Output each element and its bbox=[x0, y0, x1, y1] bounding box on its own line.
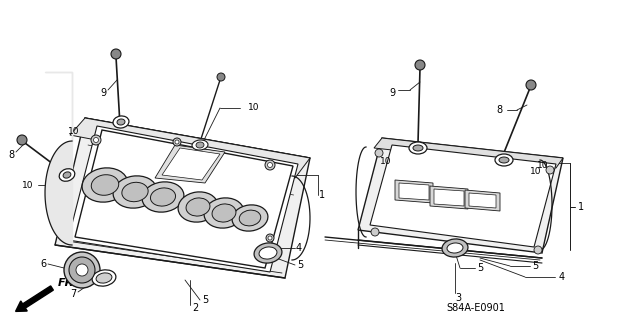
Ellipse shape bbox=[113, 116, 129, 128]
Ellipse shape bbox=[178, 192, 218, 222]
Polygon shape bbox=[469, 193, 496, 208]
Polygon shape bbox=[155, 145, 225, 183]
Text: 10: 10 bbox=[248, 103, 260, 113]
Ellipse shape bbox=[442, 239, 468, 257]
Circle shape bbox=[371, 228, 379, 236]
Circle shape bbox=[175, 140, 179, 144]
Text: 9: 9 bbox=[389, 88, 395, 98]
Text: 10: 10 bbox=[380, 158, 392, 167]
Circle shape bbox=[268, 162, 273, 167]
Text: 10: 10 bbox=[537, 160, 548, 169]
Text: 4: 4 bbox=[296, 243, 302, 253]
Text: 9: 9 bbox=[100, 88, 106, 98]
Text: 5: 5 bbox=[477, 263, 483, 273]
Ellipse shape bbox=[150, 188, 175, 206]
Ellipse shape bbox=[204, 198, 244, 228]
Ellipse shape bbox=[113, 176, 157, 208]
Circle shape bbox=[265, 160, 275, 170]
Ellipse shape bbox=[117, 119, 125, 125]
Text: 7: 7 bbox=[70, 289, 76, 299]
Circle shape bbox=[217, 73, 225, 81]
Text: FR.: FR. bbox=[58, 278, 79, 288]
Circle shape bbox=[111, 49, 121, 59]
Ellipse shape bbox=[232, 205, 268, 231]
Polygon shape bbox=[68, 126, 298, 272]
Ellipse shape bbox=[192, 140, 208, 150]
Polygon shape bbox=[465, 190, 500, 211]
Ellipse shape bbox=[96, 273, 112, 283]
Ellipse shape bbox=[413, 145, 423, 151]
Polygon shape bbox=[395, 180, 433, 203]
Text: 6: 6 bbox=[40, 259, 46, 269]
Circle shape bbox=[415, 60, 425, 70]
Circle shape bbox=[17, 135, 27, 145]
Ellipse shape bbox=[447, 243, 463, 253]
Circle shape bbox=[64, 252, 100, 288]
Circle shape bbox=[69, 257, 95, 283]
Text: 5: 5 bbox=[532, 261, 538, 271]
Text: 5: 5 bbox=[202, 295, 208, 305]
Ellipse shape bbox=[142, 182, 184, 212]
Text: 1: 1 bbox=[578, 202, 584, 212]
Ellipse shape bbox=[186, 198, 210, 216]
Ellipse shape bbox=[239, 210, 260, 226]
Text: 8: 8 bbox=[8, 150, 14, 160]
Text: 2: 2 bbox=[192, 303, 198, 313]
FancyArrow shape bbox=[15, 286, 53, 311]
Ellipse shape bbox=[60, 169, 75, 181]
Ellipse shape bbox=[92, 175, 119, 195]
Circle shape bbox=[526, 80, 536, 90]
Circle shape bbox=[91, 135, 101, 145]
Circle shape bbox=[173, 138, 181, 146]
Circle shape bbox=[375, 149, 383, 157]
Text: 5: 5 bbox=[297, 260, 303, 270]
Ellipse shape bbox=[259, 247, 277, 259]
Ellipse shape bbox=[196, 142, 204, 148]
Ellipse shape bbox=[409, 142, 427, 154]
Polygon shape bbox=[434, 189, 464, 206]
Circle shape bbox=[268, 236, 272, 240]
Ellipse shape bbox=[122, 182, 148, 202]
Circle shape bbox=[93, 137, 99, 143]
Text: 4: 4 bbox=[559, 272, 565, 282]
Text: 10: 10 bbox=[531, 167, 541, 176]
Text: S84A-E0901: S84A-E0901 bbox=[447, 303, 506, 313]
Polygon shape bbox=[430, 186, 468, 209]
Text: 1: 1 bbox=[319, 190, 325, 200]
Ellipse shape bbox=[92, 270, 116, 286]
Ellipse shape bbox=[499, 157, 509, 163]
Ellipse shape bbox=[63, 172, 71, 178]
Polygon shape bbox=[399, 183, 429, 200]
Circle shape bbox=[76, 264, 88, 276]
Circle shape bbox=[534, 246, 542, 254]
Polygon shape bbox=[358, 138, 563, 253]
Polygon shape bbox=[374, 138, 563, 168]
Ellipse shape bbox=[254, 243, 282, 263]
Text: 8: 8 bbox=[496, 105, 502, 115]
Polygon shape bbox=[55, 118, 310, 278]
Polygon shape bbox=[70, 118, 310, 178]
Circle shape bbox=[546, 166, 554, 174]
Circle shape bbox=[266, 234, 274, 242]
Polygon shape bbox=[370, 145, 556, 247]
Text: 10: 10 bbox=[22, 181, 34, 189]
Ellipse shape bbox=[82, 168, 128, 202]
Ellipse shape bbox=[495, 154, 513, 166]
Ellipse shape bbox=[212, 204, 236, 222]
Text: 10: 10 bbox=[68, 128, 80, 137]
Polygon shape bbox=[162, 148, 220, 180]
Text: 3: 3 bbox=[455, 293, 461, 303]
